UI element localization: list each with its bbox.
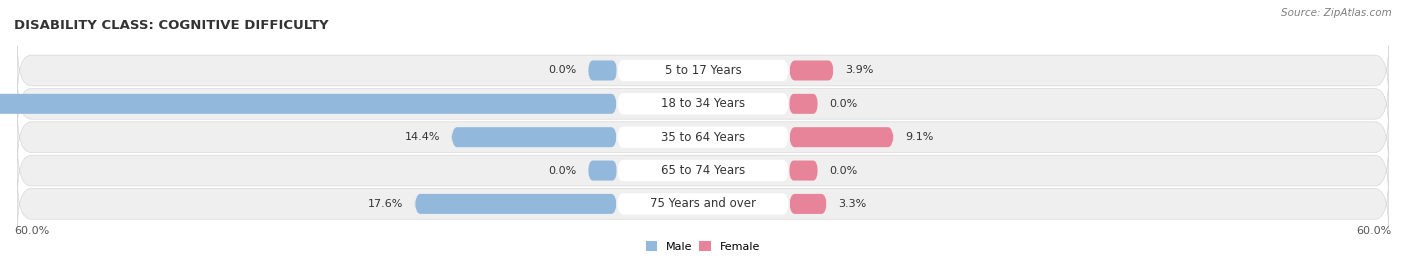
Text: 60.0%: 60.0% bbox=[1357, 226, 1392, 236]
FancyBboxPatch shape bbox=[789, 127, 894, 147]
Text: 0.0%: 0.0% bbox=[548, 165, 576, 176]
FancyBboxPatch shape bbox=[617, 126, 789, 148]
FancyBboxPatch shape bbox=[451, 127, 617, 147]
Text: 0.0%: 0.0% bbox=[830, 99, 858, 109]
FancyBboxPatch shape bbox=[617, 193, 789, 215]
Text: 18 to 34 Years: 18 to 34 Years bbox=[661, 97, 745, 110]
Text: 0.0%: 0.0% bbox=[830, 165, 858, 176]
FancyBboxPatch shape bbox=[0, 94, 617, 114]
Text: 35 to 64 Years: 35 to 64 Years bbox=[661, 131, 745, 144]
Text: 3.3%: 3.3% bbox=[838, 199, 866, 209]
Text: 5 to 17 Years: 5 to 17 Years bbox=[665, 64, 741, 77]
Legend: Male, Female: Male, Female bbox=[647, 241, 759, 252]
FancyBboxPatch shape bbox=[789, 61, 834, 80]
Text: 0.0%: 0.0% bbox=[548, 65, 576, 76]
Text: 3.9%: 3.9% bbox=[845, 65, 873, 76]
FancyBboxPatch shape bbox=[617, 160, 789, 181]
FancyBboxPatch shape bbox=[789, 194, 827, 214]
FancyBboxPatch shape bbox=[17, 46, 1389, 95]
Text: 14.4%: 14.4% bbox=[405, 132, 440, 142]
FancyBboxPatch shape bbox=[17, 179, 1389, 229]
FancyBboxPatch shape bbox=[617, 93, 789, 115]
FancyBboxPatch shape bbox=[789, 161, 818, 180]
Text: 60.0%: 60.0% bbox=[14, 226, 49, 236]
FancyBboxPatch shape bbox=[17, 79, 1389, 129]
Text: 75 Years and over: 75 Years and over bbox=[650, 197, 756, 210]
FancyBboxPatch shape bbox=[17, 112, 1389, 162]
FancyBboxPatch shape bbox=[617, 60, 789, 81]
FancyBboxPatch shape bbox=[588, 61, 617, 80]
FancyBboxPatch shape bbox=[588, 161, 617, 180]
FancyBboxPatch shape bbox=[17, 146, 1389, 195]
Text: 9.1%: 9.1% bbox=[905, 132, 934, 142]
Text: DISABILITY CLASS: COGNITIVE DIFFICULTY: DISABILITY CLASS: COGNITIVE DIFFICULTY bbox=[14, 19, 329, 32]
Text: 17.6%: 17.6% bbox=[368, 199, 404, 209]
Text: Source: ZipAtlas.com: Source: ZipAtlas.com bbox=[1281, 8, 1392, 18]
FancyBboxPatch shape bbox=[415, 194, 617, 214]
Text: 65 to 74 Years: 65 to 74 Years bbox=[661, 164, 745, 177]
FancyBboxPatch shape bbox=[789, 94, 818, 114]
